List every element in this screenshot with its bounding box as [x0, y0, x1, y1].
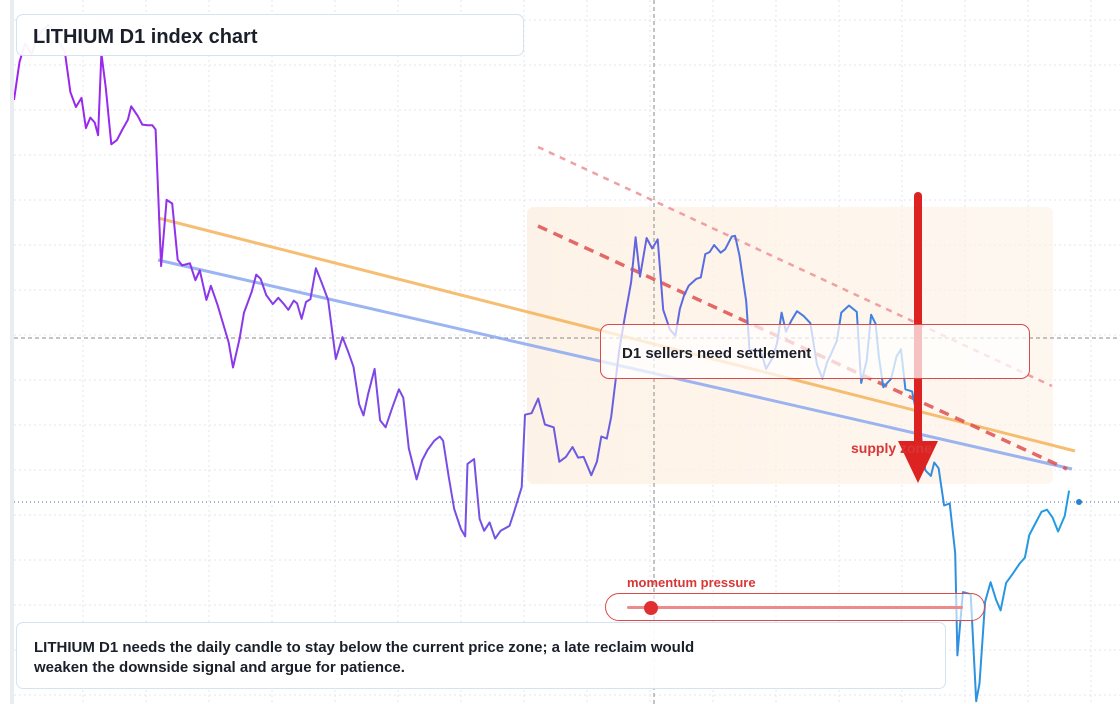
- title-box: LITHIUM D1 index chart: [16, 14, 524, 56]
- note-box: LITHIUM D1 needs the daily candle to sta…: [16, 622, 946, 689]
- left-edge-strip: [10, 0, 14, 704]
- last-price-dot: [1076, 499, 1082, 505]
- sellers-callout: D1 sellers need settlement: [600, 324, 1030, 379]
- supply-zone-label: supply zone: [851, 440, 932, 456]
- callout-text: D1 sellers need settlement: [622, 345, 812, 362]
- momentum-label: momentum pressure: [627, 575, 756, 590]
- chart-title: LITHIUM D1 index chart: [33, 26, 258, 48]
- momentum-slider-track: [627, 606, 963, 609]
- momentum-slider-knob[interactable]: [643, 601, 658, 615]
- note-text: LITHIUM D1 needs the daily candle to sta…: [34, 639, 695, 676]
- down-arrow-head: [898, 441, 938, 483]
